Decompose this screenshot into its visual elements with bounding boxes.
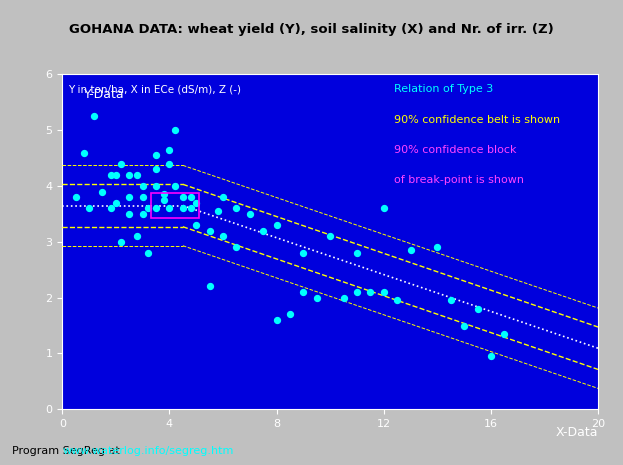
Point (159, 196, 169, 204)
Point (132, 171, 142, 179)
Point (84, 205, 94, 212)
Point (459, 322, 469, 329)
Point (71, 193, 81, 201)
Point (406, 246, 416, 254)
Point (138, 182, 148, 190)
Text: 90% confidence belt is shown: 90% confidence belt is shown (394, 114, 561, 125)
Point (500, 330, 510, 338)
Point (352, 249, 362, 257)
Point (151, 166, 161, 173)
Point (97, 188, 108, 195)
Point (164, 146, 174, 153)
Point (143, 205, 153, 212)
Text: GOHANA DATA: wheat yield (Y), soil salinity (X) and Nr. of irr. (Z): GOHANA DATA: wheat yield (Y), soil salin… (69, 23, 554, 36)
Point (117, 238, 126, 246)
Point (232, 244, 242, 251)
Point (232, 205, 242, 212)
Point (170, 126, 180, 134)
Point (125, 193, 135, 201)
Point (379, 205, 389, 212)
Point (90, 113, 100, 120)
Point (138, 210, 148, 218)
Point (132, 232, 142, 240)
Point (151, 205, 161, 212)
Point (218, 232, 228, 240)
Point (432, 244, 442, 251)
Point (204, 283, 214, 290)
Point (473, 305, 483, 312)
Point (191, 199, 201, 206)
Text: Y-Data: Y-Data (83, 88, 125, 101)
Point (218, 193, 228, 201)
Point (245, 210, 255, 218)
Point (164, 160, 174, 167)
Point (159, 191, 169, 198)
Point (151, 182, 161, 190)
Text: www.waterlog.info/segreg.htm: www.waterlog.info/segreg.htm (63, 445, 234, 456)
Point (486, 352, 496, 360)
Point (105, 171, 115, 179)
Point (298, 288, 308, 296)
Point (212, 207, 222, 215)
Point (392, 297, 402, 304)
Point (125, 171, 135, 179)
Text: 90% confidence block: 90% confidence block (394, 145, 517, 155)
Point (164, 205, 174, 212)
Point (178, 205, 188, 212)
Point (111, 171, 121, 179)
Point (298, 249, 308, 257)
Point (111, 199, 121, 206)
Point (325, 232, 335, 240)
Point (272, 316, 282, 324)
Point (191, 221, 201, 229)
Point (138, 193, 148, 201)
Point (125, 210, 135, 218)
Point (352, 288, 362, 296)
Point (312, 294, 321, 301)
Text: Y in ton/ha, X in ECe (dS/m), Z (-): Y in ton/ha, X in ECe (dS/m), Z (-) (68, 85, 240, 94)
Point (259, 227, 269, 234)
Point (186, 193, 196, 201)
Point (117, 160, 126, 167)
Point (379, 288, 389, 296)
Point (78, 149, 88, 156)
Text: Program SegReg at: Program SegReg at (12, 445, 124, 456)
Text: Relation of Type 3: Relation of Type 3 (394, 85, 494, 94)
Point (178, 193, 188, 201)
Point (272, 221, 282, 229)
Point (339, 294, 349, 301)
Point (143, 249, 153, 257)
Point (170, 182, 180, 190)
Text: of break-point is shown: of break-point is shown (394, 175, 525, 185)
Point (151, 152, 161, 159)
Point (186, 205, 196, 212)
Point (105, 205, 115, 212)
Text: X-Data: X-Data (556, 426, 598, 439)
Point (204, 227, 214, 234)
Point (285, 311, 295, 318)
Bar (151, 193, 199, 219)
Point (446, 297, 456, 304)
Point (365, 288, 375, 296)
